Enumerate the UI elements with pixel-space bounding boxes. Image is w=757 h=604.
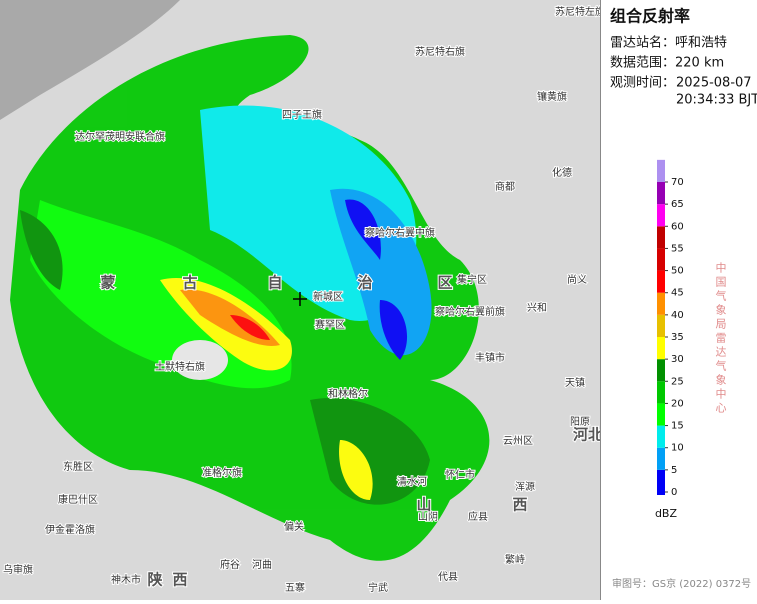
legend-swatch	[657, 182, 665, 205]
time-label: 观测时间：	[610, 76, 675, 91]
place-label: 新城区	[313, 290, 343, 303]
time-date: 2025-08-07	[676, 76, 752, 91]
info-panel	[601, 0, 757, 600]
place-label: 偏关	[284, 520, 304, 533]
legend-swatch	[657, 314, 665, 337]
region-label: 区	[437, 274, 452, 292]
place-label: 浑源	[515, 480, 535, 493]
legend-tick-label: 45	[671, 288, 684, 299]
place-label: 兴和	[527, 302, 547, 314]
legend-unit: dBZ	[655, 507, 678, 520]
legend-tick-label: 50	[671, 266, 684, 277]
place-label: 康巴什区	[58, 493, 98, 506]
legend-swatch	[657, 381, 665, 404]
legend-swatch	[657, 226, 665, 249]
place-label: 清水河	[397, 475, 427, 488]
place-label: 达尔罕茂明安联合旗	[75, 130, 165, 143]
legend-tick-label: 0	[671, 487, 677, 498]
legend-tick-label: 30	[671, 354, 684, 365]
place-label: 四子王旗	[282, 108, 322, 121]
org: 中国气象局雷达气象中心	[714, 262, 727, 416]
place-label: 府谷	[220, 558, 240, 571]
region-label: 治	[357, 274, 372, 292]
outside-area	[0, 0, 180, 120]
place-label: 尚义	[567, 273, 587, 286]
legend-tick-label: 55	[671, 243, 684, 254]
legend-swatch	[657, 359, 665, 382]
range: 数据范围：220 km	[610, 56, 724, 71]
place-label: 察哈尔右翼前旗	[435, 305, 505, 318]
place-label: 镶黄旗	[537, 90, 567, 103]
echo	[10, 35, 490, 561]
legend-tick-label: 35	[671, 332, 684, 343]
place-label: 东胜区	[63, 460, 93, 473]
region-label: 古	[182, 274, 197, 292]
place-label: 代县	[438, 571, 458, 583]
panel-title: 组合反射率	[610, 7, 690, 26]
place-label: 赛罕区	[315, 318, 345, 331]
legend-swatch	[657, 270, 665, 293]
legend-swatch	[657, 469, 665, 495]
legend-tick-label: 65	[671, 199, 684, 210]
place-label: 集宁区	[457, 273, 487, 286]
region-label: 蒙	[100, 274, 115, 292]
legend-swatch	[657, 159, 665, 182]
place-label: 怀仁市	[445, 468, 475, 481]
place-label: 伊金霍洛旗	[45, 523, 95, 536]
place-label: 土默特右旗	[155, 360, 205, 373]
place-label: 化德	[552, 166, 572, 179]
region-label: 陕	[147, 571, 162, 589]
legend-tick-label: 70	[671, 177, 684, 188]
legend-tick-label: 60	[671, 221, 684, 232]
time-clock: 20:34:33 BJT	[676, 93, 757, 108]
place-label: 丰镇市	[475, 351, 505, 364]
place-label: 繁峙	[505, 553, 525, 566]
region-label: 西	[172, 571, 187, 589]
place-label: 乌审旗	[3, 563, 33, 576]
place-label: 宁武	[368, 581, 388, 594]
region-label: 山	[416, 496, 431, 514]
place-label: 神木市	[111, 573, 141, 586]
place-label: 五寨	[285, 581, 305, 594]
place-label: 河曲	[252, 559, 272, 571]
region-label: 西	[512, 496, 527, 514]
place-label: 苏尼特左旗	[555, 5, 605, 18]
legend-tick-label: 5	[671, 465, 677, 476]
place-label: 山阴	[418, 511, 438, 523]
place-label: 和林格尔	[328, 387, 368, 400]
place-label: 阳原	[570, 416, 590, 428]
place-label: 苏尼特右旗	[415, 45, 465, 58]
legend-swatch	[657, 248, 665, 271]
place-label: 准格尔旗	[202, 466, 242, 479]
place-label: 应县	[468, 510, 488, 523]
place-label: 商都	[495, 180, 515, 193]
approval: 审图号：GS京 (2022) 0372号	[612, 577, 751, 590]
legend-swatch	[657, 403, 665, 426]
org-text: 中国气象局雷达气象中心	[714, 262, 727, 416]
legend-swatch	[657, 337, 665, 360]
legend-swatch	[657, 447, 665, 470]
legend-swatch	[657, 292, 665, 315]
legend-swatch	[657, 425, 665, 448]
place-label: 天镇	[565, 376, 585, 389]
legend-swatch	[657, 204, 665, 227]
place-label: 察哈尔右翼中旗	[365, 226, 435, 239]
legend-tick-label: 25	[671, 376, 684, 387]
legend-tick-label: 40	[671, 310, 684, 321]
legend-tick-label: 20	[671, 398, 684, 409]
legend-tick-label: 10	[671, 443, 684, 454]
region-label: 自	[267, 274, 282, 292]
region-label: 河北	[573, 426, 603, 444]
legend-tick-label: 15	[671, 421, 684, 432]
place-label: 云州区	[503, 435, 533, 447]
station: 雷达站名：呼和浩特	[610, 35, 727, 51]
